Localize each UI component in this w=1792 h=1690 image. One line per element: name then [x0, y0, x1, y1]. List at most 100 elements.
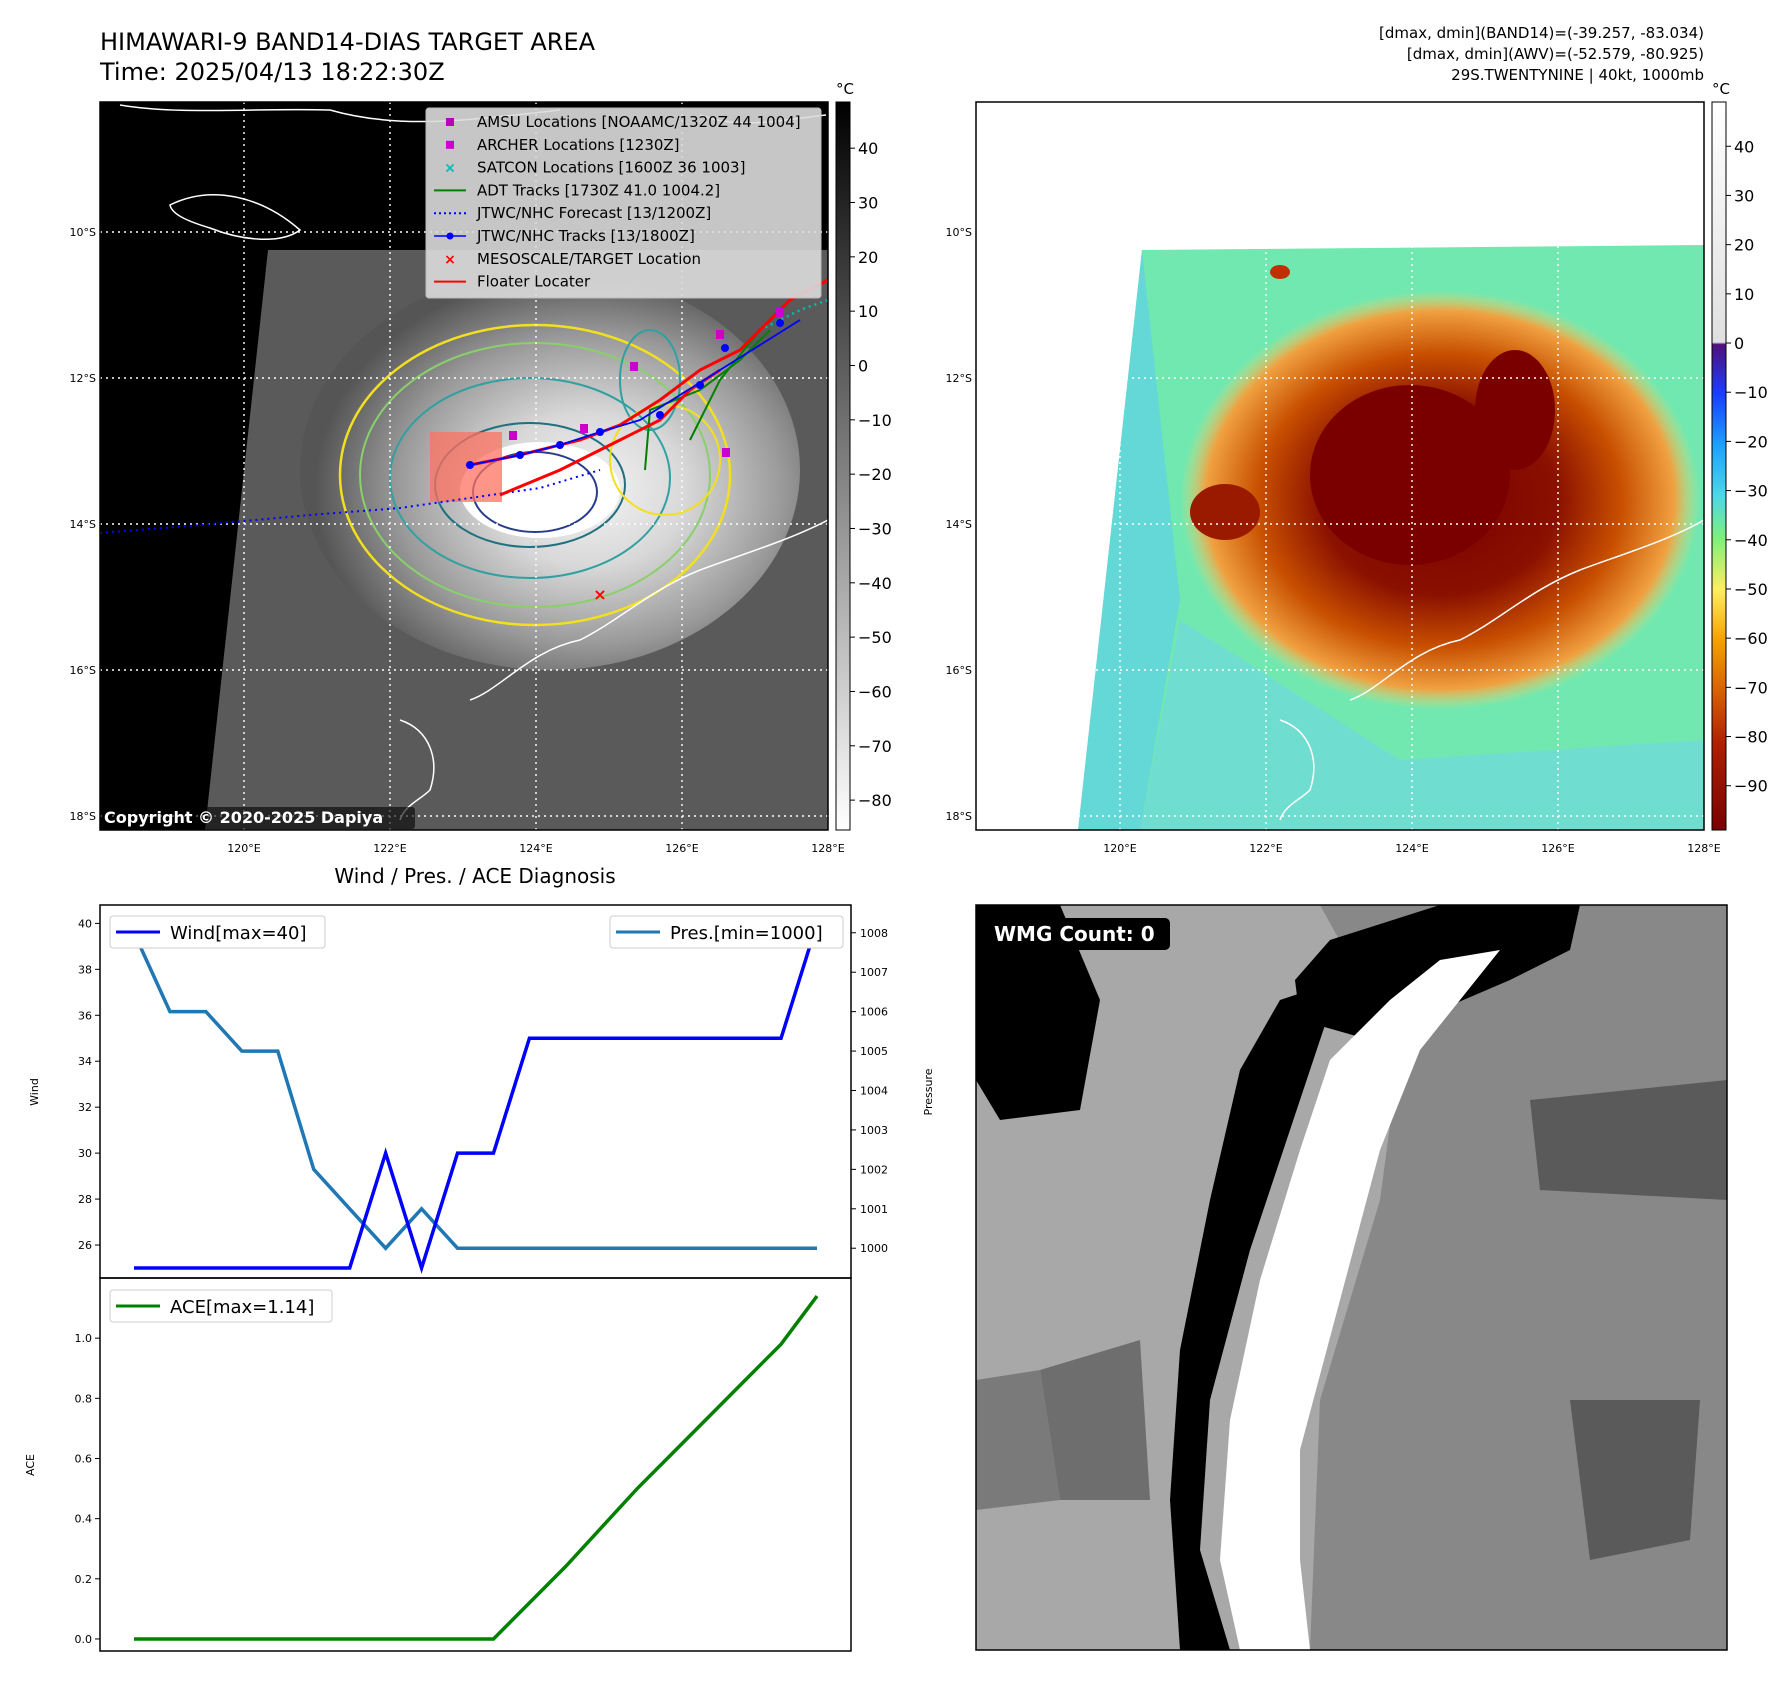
ace-tick: 0.8 — [75, 1392, 93, 1405]
lon-label: 126°E — [665, 842, 698, 855]
gray-colorbar-tick: 10 — [858, 302, 878, 321]
ace-tick: 0.6 — [75, 1452, 93, 1465]
lat-label: 10°S — [946, 226, 972, 239]
color-colorbar-tick: −60 — [1734, 629, 1768, 648]
wind-tick: 36 — [78, 1009, 92, 1022]
pressure-tick: 1004 — [860, 1085, 888, 1098]
color-colorbar-tick: 30 — [1734, 186, 1754, 205]
pressure-tick: 1008 — [860, 927, 888, 940]
legend-marker — [446, 140, 454, 149]
gray-colorbar-tick: −60 — [858, 682, 892, 701]
legend-label: ARCHER Locations [1230Z] — [477, 136, 680, 154]
color-colorbar-tick: −70 — [1734, 678, 1768, 697]
ace-legend: ACE[max=1.14] — [109, 1289, 333, 1323]
pressure-tick: 1001 — [860, 1203, 888, 1216]
lat-label: 18°S — [70, 810, 96, 823]
lon-label: 124°E — [519, 842, 552, 855]
color-colorbar-tick: 0 — [1734, 334, 1744, 353]
legend-marker — [446, 118, 454, 126]
wind-ylabel: Wind — [28, 1078, 41, 1106]
legend-entry: Floater Locater — [434, 273, 591, 291]
ace-axes — [99, 1277, 852, 1652]
color-colorbar-tick: −10 — [1734, 383, 1768, 402]
pressure-tick: 1000 — [860, 1242, 888, 1255]
wind-tick: 34 — [78, 1055, 92, 1068]
gray-colorbar-tick: 20 — [858, 248, 878, 267]
figure-title: HIMAWARI-9 BAND14-DIAS TARGET AREA — [100, 28, 596, 56]
legend-marker-dot — [446, 232, 454, 240]
wind-tick: 30 — [78, 1147, 92, 1160]
legend-entry: × SATCON Locations [1600Z 36 1003] — [444, 159, 745, 177]
color-colorbar-tick: −20 — [1734, 432, 1768, 451]
lon-label: 122°E — [373, 842, 406, 855]
gray-colorbar — [835, 101, 851, 831]
gray-colorbar-tick: 30 — [858, 194, 878, 213]
wind-pres-axes — [99, 904, 852, 1279]
color-colorbar — [1711, 101, 1727, 831]
lat-label: 12°S — [946, 372, 972, 385]
legend-entry: × MESOSCALE/TARGET Location — [444, 250, 701, 268]
info-storm: 29S.TWENTYNINE | 40kt, 1000mb — [1451, 66, 1704, 84]
pressure-tick: 1003 — [860, 1124, 888, 1137]
figure-time: Time: 2025/04/13 18:22:30Z — [99, 58, 445, 86]
ace-tick: 0.4 — [75, 1513, 93, 1526]
legend-entry: ADT Tracks [1730Z 41.0 1004.2] — [434, 181, 720, 199]
ace-legend-label: ACE[max=1.14] — [170, 1297, 314, 1318]
ace-tick: 0.2 — [75, 1573, 93, 1586]
gray-colorbar-tick: 0 — [858, 356, 868, 375]
lon-label: 128°E — [1687, 842, 1720, 855]
lat-label: 14°S — [70, 518, 96, 531]
color-colorbar-tick: −50 — [1734, 580, 1768, 599]
lon-label: 128°E — [811, 842, 844, 855]
lat-label: 18°S — [946, 810, 972, 823]
wind-tick: 26 — [78, 1239, 92, 1252]
svg-text:×: × — [593, 585, 606, 604]
gray-colorbar-tick: −80 — [858, 791, 892, 810]
ace-tick: 1.0 — [75, 1332, 93, 1345]
color-colorbar-tick: −80 — [1734, 728, 1768, 747]
gray-colorbar-tick: −20 — [858, 465, 892, 484]
pressure-tick: 1005 — [860, 1045, 888, 1058]
copyright-text: Copyright © 2020-2025 Dapiya — [104, 808, 383, 827]
wind-tick: 28 — [78, 1193, 92, 1206]
legend-entry: JTWC/NHC Tracks [13/1800Z] — [434, 227, 695, 245]
legend-label: JTWC/NHC Forecast [13/1200Z] — [476, 204, 711, 222]
color-colorbar-tick: −90 — [1734, 777, 1768, 796]
gray-colorbar-tick: −10 — [858, 411, 892, 430]
color-colorbar-tick: 20 — [1734, 236, 1754, 255]
pressure-legend: Pres.[min=1000] — [609, 915, 844, 949]
legend-label: ADT Tracks [1730Z 41.0 1004.2] — [477, 181, 720, 199]
lon-label: 120°E — [1103, 842, 1136, 855]
wind-tick: 38 — [78, 963, 92, 976]
wind-line — [134, 922, 819, 1274]
color-colorbar-tick: −40 — [1734, 531, 1768, 550]
pressure-line — [132, 932, 817, 1251]
ir-color-map — [976, 102, 1704, 830]
color-colorbar-tick: −30 — [1734, 482, 1768, 501]
lat-label: 10°S — [70, 226, 96, 239]
legend-marker: × — [444, 161, 456, 177]
wind-tick: 32 — [78, 1101, 92, 1114]
color-colorbar-tick: 10 — [1734, 285, 1754, 304]
lat-label: 12°S — [70, 372, 96, 385]
gray-colorbar-tick: 40 — [858, 139, 878, 158]
legend-label: AMSU Locations [NOAAMC/1320Z 44 1004] — [477, 113, 801, 131]
wind-legend-label: Wind[max=40] — [170, 923, 307, 944]
info-awv: [dmax, dmin](AWV)=(-52.579, -80.925) — [1407, 45, 1704, 63]
color-colorbar-unit: °C — [1712, 80, 1730, 98]
ace-line — [134, 1295, 819, 1641]
diagnosis-title: Wind / Pres. / ACE Diagnosis — [334, 864, 615, 888]
lon-label: 126°E — [1541, 842, 1574, 855]
info-band14: [dmax, dmin](BAND14)=(-39.257, -83.034) — [1379, 24, 1704, 42]
legend-marker: × — [444, 252, 456, 268]
gray-colorbar-tick: −50 — [858, 628, 892, 647]
gray-colorbar-tick: −30 — [858, 519, 892, 538]
pressure-legend-label: Pres.[min=1000] — [670, 923, 823, 944]
gray-colorbar-tick: −40 — [858, 574, 892, 593]
gray-colorbar-unit: °C — [836, 80, 854, 98]
wmg-panel: WMG Count: 0 — [976, 905, 1727, 1650]
ace-ylabel: ACE — [24, 1454, 37, 1476]
gray-colorbar-tick: −70 — [858, 737, 892, 756]
lat-label: 14°S — [946, 518, 972, 531]
